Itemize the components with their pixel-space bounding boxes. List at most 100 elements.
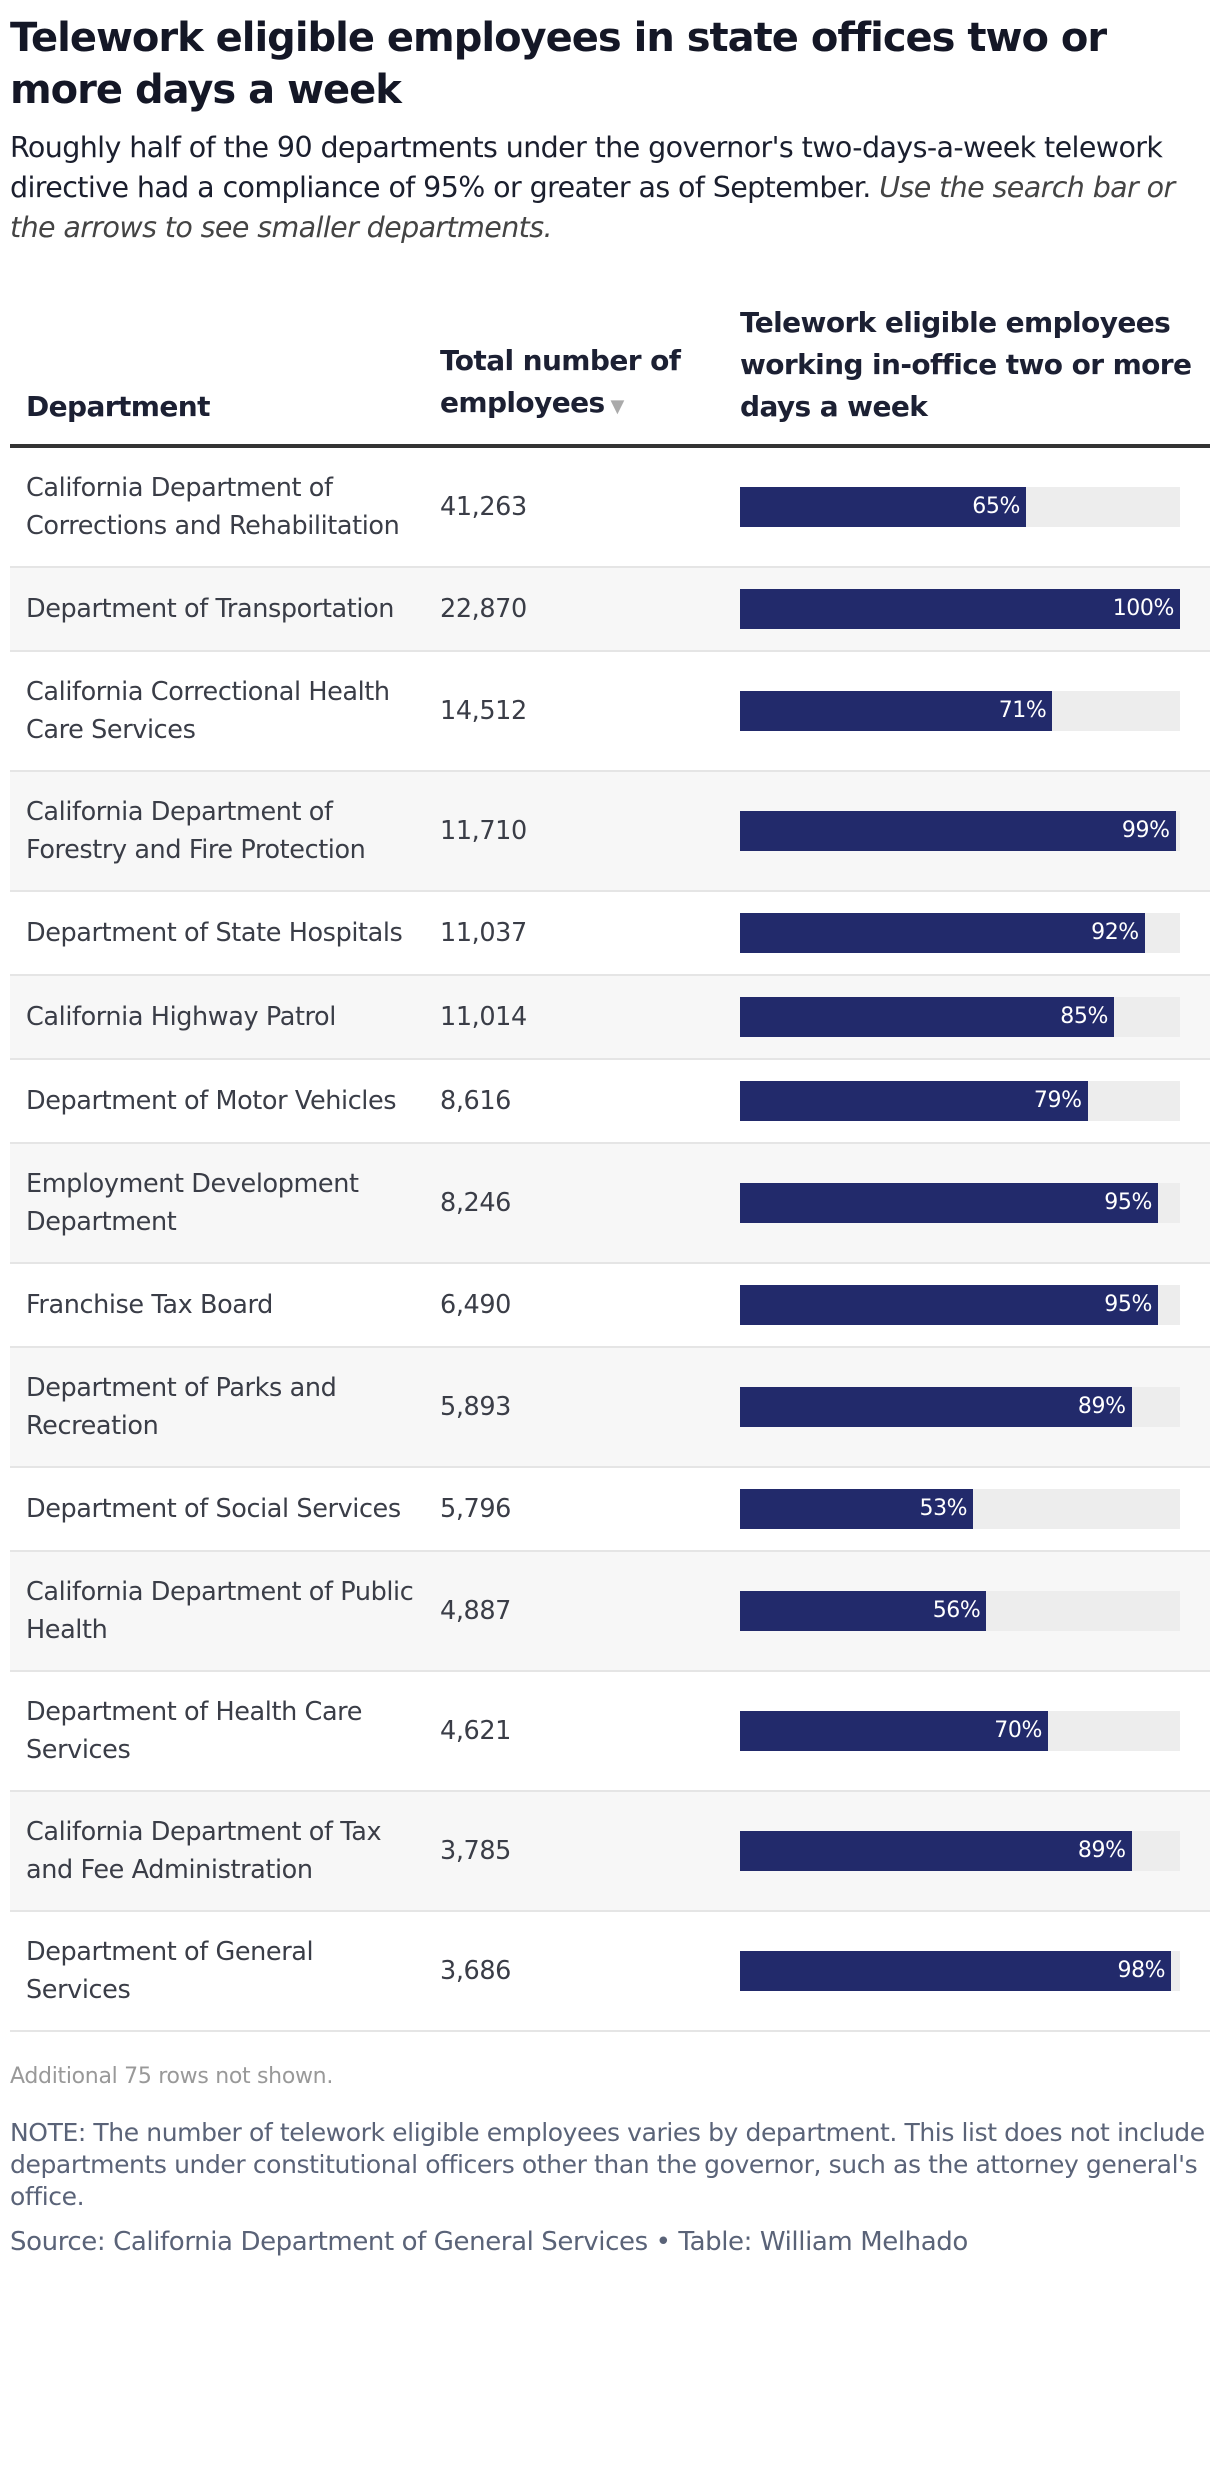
- in-office-cell: 98%: [740, 1911, 1210, 2031]
- department-name: California Highway Patrol: [26, 1002, 336, 1032]
- department-name: California Department of Tax and Fee Adm…: [26, 1817, 382, 1885]
- bar-label: 71%: [998, 698, 1047, 723]
- in-office-cell: 70%: [740, 1671, 1210, 1791]
- table-row: California Department of Public Health 4,…: [10, 1551, 1210, 1671]
- table-row: California Department of Forestry and Fi…: [10, 771, 1210, 891]
- bar-track: 89%: [740, 1387, 1180, 1427]
- subtitle: Roughly half of the 90 departments under…: [10, 128, 1210, 248]
- table-row: Department of Transportation 22,870 100%: [10, 567, 1210, 651]
- employee-count: 11,710: [440, 816, 527, 846]
- table-row: Department of Social Services 5,796 53%: [10, 1467, 1210, 1551]
- bar-fill: 53%: [740, 1489, 974, 1529]
- bar-fill: 95%: [740, 1183, 1158, 1223]
- in-office-cell: 56%: [740, 1551, 1210, 1671]
- column-header-in-office[interactable]: Telework eligible employees working in-o…: [740, 306, 1192, 423]
- column-header-department[interactable]: Department: [26, 390, 210, 423]
- department-name: Department of Parks and Recreation: [26, 1373, 337, 1441]
- department-name: Department of Motor Vehicles: [26, 1086, 397, 1116]
- bar-fill: 65%: [740, 487, 1026, 527]
- table-row: California Correctional Health Care Serv…: [10, 651, 1210, 771]
- department-name: California Department of Forestry and Fi…: [26, 797, 366, 865]
- bar-label: 56%: [932, 1598, 981, 1623]
- subtitle-hint: Use the search bar or the arrows to see …: [10, 171, 1175, 244]
- column-header-employees[interactable]: Total number of employees ▼: [440, 302, 740, 446]
- in-office-cell: 85%: [740, 975, 1210, 1059]
- bar-label: 98%: [1117, 1958, 1166, 1983]
- bar-track: 95%: [740, 1285, 1180, 1325]
- in-office-cell: 71%: [740, 651, 1210, 771]
- bar-label: 100%: [1112, 596, 1175, 621]
- more-rows-note: Additional 75 rows not shown.: [10, 2064, 334, 2089]
- department-name: Department of Transportation: [26, 594, 395, 624]
- bar-track: 95%: [740, 1183, 1180, 1223]
- department-name: California Department of Corrections and…: [26, 473, 400, 541]
- bar-track: 53%: [740, 1489, 1180, 1529]
- in-office-cell: 89%: [740, 1347, 1210, 1467]
- in-office-cell: 89%: [740, 1791, 1210, 1911]
- employee-count: 8,246: [440, 1188, 512, 1218]
- bar-label: 89%: [1077, 1838, 1126, 1863]
- department-name: Department of Health Care Services: [26, 1697, 362, 1765]
- employee-count: 5,893: [440, 1392, 512, 1422]
- bar-fill: 98%: [740, 1951, 1172, 1991]
- in-office-cell: 95%: [740, 1263, 1210, 1347]
- employee-count: 11,037: [440, 918, 527, 948]
- bar-label: 92%: [1091, 920, 1139, 945]
- department-name: Department of State Hospitals: [26, 918, 403, 948]
- bar-label: 89%: [1077, 1394, 1126, 1419]
- employee-count: 4,621: [440, 1716, 512, 1746]
- bar-fill: 89%: [740, 1387, 1132, 1427]
- table-row: Employment Development Department 8,246 95…: [10, 1143, 1210, 1263]
- bar-fill: 79%: [740, 1081, 1088, 1121]
- column-header-employees-label: Total number of employees: [440, 344, 681, 419]
- table-row: Department of Health Care Services 4,621 7…: [10, 1671, 1210, 1791]
- table-row: Department of General Services 3,686 98%: [10, 1911, 1210, 2031]
- department-name: California Department of Public Health: [26, 1577, 414, 1645]
- employee-count: 41,263: [440, 492, 527, 522]
- subtitle-text: Roughly half of the 90 departments under…: [10, 131, 1163, 204]
- bar-track: 65%: [740, 487, 1180, 527]
- employee-count: 22,870: [440, 594, 527, 624]
- page-title: Telework eligible employees in state off…: [10, 15, 1107, 113]
- bar-track: 92%: [740, 913, 1180, 953]
- employee-count: 14,512: [440, 696, 527, 726]
- in-office-cell: 99%: [740, 771, 1210, 891]
- bar-label: 79%: [1033, 1088, 1082, 1113]
- table-header: Department Total number of employees ▼ Te…: [10, 302, 1210, 446]
- bar-track: 98%: [740, 1951, 1180, 1991]
- employee-count: 3,785: [440, 1836, 512, 1866]
- table-row: Department of State Hospitals 11,037 92%: [10, 891, 1210, 975]
- department-name: California Correctional Health Care Serv…: [26, 677, 390, 745]
- bar-label: 85%: [1060, 1004, 1108, 1029]
- bar-label: 70%: [994, 1718, 1042, 1743]
- bar-track: 79%: [740, 1081, 1180, 1121]
- in-office-cell: 100%: [740, 567, 1210, 651]
- bar-fill: 99%: [740, 811, 1176, 851]
- table-row: Department of Motor Vehicles 8,616 79%: [10, 1059, 1210, 1143]
- employee-count: 8,616: [440, 1086, 512, 1116]
- bar-fill: 85%: [740, 997, 1114, 1037]
- bar-fill: 95%: [740, 1285, 1158, 1325]
- department-name: Employment Development Department: [26, 1169, 359, 1237]
- bar-label: 99%: [1121, 818, 1170, 843]
- bar-track: 100%: [740, 589, 1180, 629]
- bar-track: 99%: [740, 811, 1180, 851]
- employee-count: 4,887: [440, 1596, 512, 1626]
- employee-count: 5,796: [440, 1494, 512, 1524]
- in-office-cell: 92%: [740, 891, 1210, 975]
- employee-count: 6,490: [440, 1290, 512, 1320]
- department-table: Department Total number of employees ▼ Te…: [10, 302, 1210, 2032]
- bar-fill: 70%: [740, 1711, 1048, 1751]
- source-credit: Source: California Department of General…: [10, 2227, 968, 2257]
- in-office-cell: 79%: [740, 1059, 1210, 1143]
- bar-track: 56%: [740, 1591, 1180, 1631]
- bar-track: 71%: [740, 691, 1180, 731]
- bar-label: 95%: [1104, 1190, 1152, 1215]
- department-name: Department of General Services: [26, 1937, 314, 2005]
- bar-fill: 92%: [740, 913, 1145, 953]
- in-office-cell: 65%: [740, 446, 1210, 567]
- footnote: NOTE: The number of telework eligible em…: [10, 2118, 1205, 2211]
- bar-label: 95%: [1104, 1292, 1152, 1317]
- in-office-cell: 53%: [740, 1467, 1210, 1551]
- department-name: Franchise Tax Board: [26, 1290, 273, 1320]
